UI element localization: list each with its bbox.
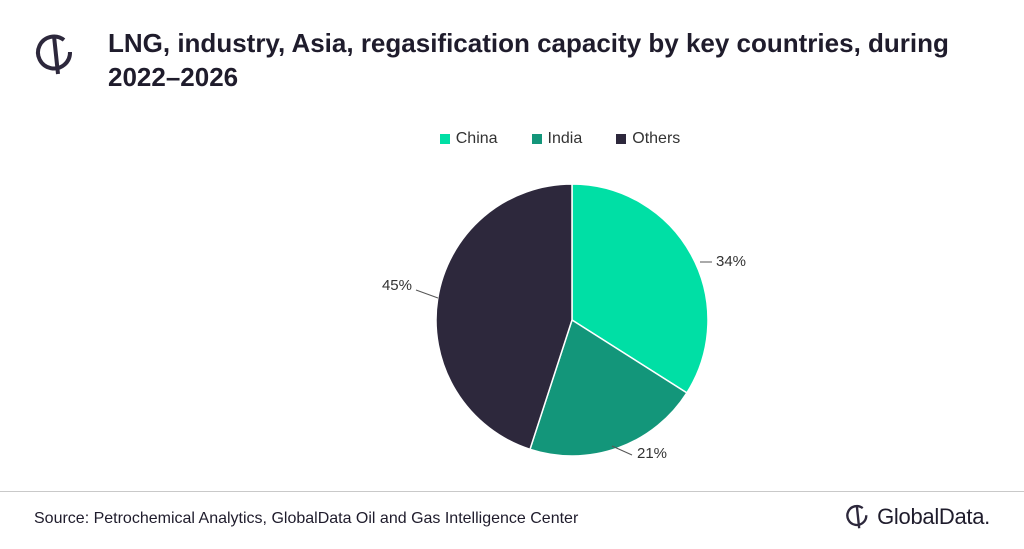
globaldata-logo-icon <box>846 504 868 529</box>
pie-chart: 34% 21% 45% <box>382 183 746 462</box>
pie-leaders <box>415 261 712 456</box>
legend-label-india: India <box>547 130 583 147</box>
legend-item-china: China <box>439 130 498 148</box>
legend-item-others: Others <box>616 130 680 148</box>
legend-swatch-china <box>439 134 450 144</box>
chart-legend: China India Others <box>0 130 1024 148</box>
data-label-others: 45% <box>382 277 412 294</box>
legend-swatch-others <box>616 134 627 144</box>
legend-swatch-india <box>531 134 542 144</box>
brand-name: GlobalData. <box>877 504 990 529</box>
footer-brand: GlobalData. <box>845 502 990 532</box>
leader-line-india <box>611 445 633 456</box>
chart-title: LNG, industry, Asia, regasification capa… <box>108 28 949 92</box>
data-label-china: 34% <box>716 253 746 270</box>
footer-divider <box>0 491 1024 492</box>
legend-label-china: China <box>455 130 498 147</box>
leader-line-others <box>415 289 439 299</box>
pie-slice-india <box>529 318 688 457</box>
pie-slice-china <box>571 183 709 394</box>
pie-slice-others <box>435 183 573 451</box>
legend-item-india: India <box>531 130 583 148</box>
pie-labels: 34% 21% 45% <box>382 253 746 462</box>
data-label-india: 21% <box>637 445 667 462</box>
pie-slices <box>435 183 709 457</box>
source-note: Source: Petrochemical Analytics, GlobalD… <box>34 510 579 527</box>
legend-label-others: Others <box>632 130 681 147</box>
globaldata-logo-icon <box>36 34 73 75</box>
